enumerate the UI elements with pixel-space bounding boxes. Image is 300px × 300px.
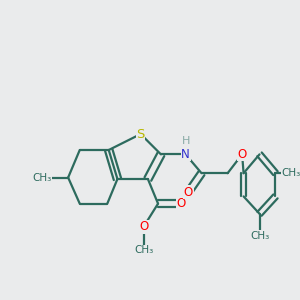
Text: CH₃: CH₃ bbox=[282, 168, 300, 178]
Text: O: O bbox=[139, 220, 148, 233]
Text: N: N bbox=[181, 148, 190, 161]
Text: O: O bbox=[238, 148, 247, 161]
Text: CH₃: CH₃ bbox=[32, 172, 52, 182]
Text: CH₃: CH₃ bbox=[250, 230, 269, 241]
Text: O: O bbox=[184, 185, 193, 199]
Text: H: H bbox=[182, 136, 190, 146]
Text: O: O bbox=[177, 197, 186, 210]
Text: S: S bbox=[136, 128, 145, 141]
Text: CH₃: CH₃ bbox=[134, 245, 153, 255]
